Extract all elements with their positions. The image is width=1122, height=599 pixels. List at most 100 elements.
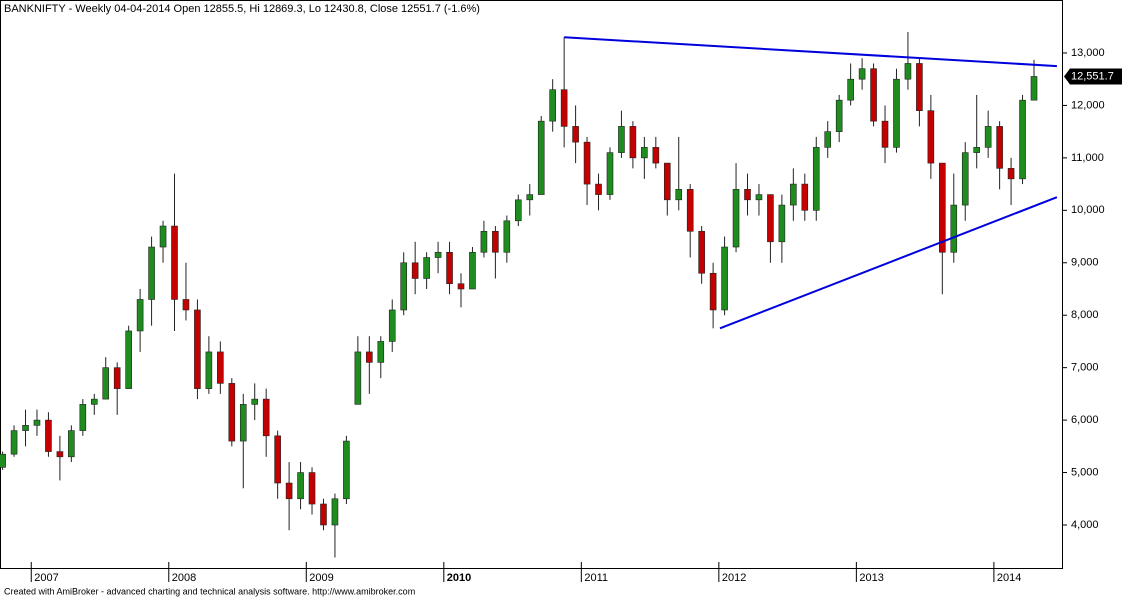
y-tick-label: 9,000 xyxy=(1071,257,1099,269)
candle-body xyxy=(641,147,648,159)
candle-body xyxy=(457,283,465,290)
candle-body xyxy=(239,404,247,442)
candle-body xyxy=(194,309,201,389)
candle-body xyxy=(572,126,579,143)
candle-body xyxy=(698,230,705,274)
candle-body xyxy=(182,299,190,311)
candle-body xyxy=(217,351,224,384)
candle-body xyxy=(45,419,52,452)
candle-body xyxy=(950,204,958,253)
candle-body xyxy=(893,78,900,148)
candle-body xyxy=(388,309,396,342)
y-tick-label: 6,000 xyxy=(1071,414,1099,426)
candle-body xyxy=(732,189,740,248)
x-tick-label: 2007 xyxy=(34,572,58,584)
candle-body xyxy=(0,453,6,468)
candle-body xyxy=(205,351,213,389)
candle-body xyxy=(847,78,854,101)
candle-body xyxy=(262,398,270,437)
candle-body xyxy=(159,225,167,248)
chart-title: BANKNIFTY - Weekly 04-04-2014 Open 12855… xyxy=(4,3,480,15)
candle-body xyxy=(377,341,385,363)
candle-body xyxy=(812,147,820,211)
last-price-box xyxy=(1064,68,1122,85)
candle-body xyxy=(744,189,751,201)
candle-body xyxy=(824,131,832,148)
candle-body xyxy=(148,246,155,300)
y-tick-label: 12,000 xyxy=(1071,99,1105,111)
candle-body xyxy=(251,398,259,405)
candle-body xyxy=(961,152,969,206)
candle-body xyxy=(366,351,373,363)
y-tick-label: 5,000 xyxy=(1071,466,1099,478)
candle-body xyxy=(778,204,786,243)
candle-body xyxy=(663,162,671,201)
candle-body xyxy=(434,251,442,258)
candle-body xyxy=(526,194,534,201)
candle-body xyxy=(767,194,774,243)
candle-body xyxy=(927,110,935,164)
candle-body xyxy=(274,435,281,484)
candle-body xyxy=(629,126,637,159)
candle-body xyxy=(320,503,327,526)
plot-area xyxy=(0,0,1063,569)
candle-body xyxy=(1007,168,1015,180)
y-tick-label: 13,000 xyxy=(1071,47,1105,59)
candle-body xyxy=(755,194,763,201)
candle-body xyxy=(56,451,64,458)
candle-body xyxy=(400,262,408,311)
y-tick-label: 11,000 xyxy=(1071,152,1104,164)
x-tick-label: 2011 xyxy=(584,572,608,584)
candle-body xyxy=(171,225,178,300)
candle-body xyxy=(973,147,981,153)
candle-body xyxy=(790,183,797,206)
y-tick-label: 4,000 xyxy=(1071,519,1099,531)
candle-body xyxy=(916,63,923,111)
candle-body xyxy=(480,230,488,253)
candle-body xyxy=(79,404,87,431)
candle-body xyxy=(835,99,843,132)
candle-body xyxy=(858,68,866,80)
candle-body xyxy=(549,89,556,122)
candle-body xyxy=(308,472,316,505)
candle-body xyxy=(606,152,614,195)
candle-body xyxy=(469,251,476,290)
candle-body xyxy=(22,425,29,431)
candle-body xyxy=(984,126,992,148)
footer: Created with AmiBroker - advanced charti… xyxy=(4,586,415,596)
candle-body xyxy=(492,230,499,253)
candle-body xyxy=(675,189,683,201)
candle-body xyxy=(801,183,809,211)
candle-body xyxy=(90,398,98,405)
candle-body xyxy=(904,63,912,80)
candle-body xyxy=(560,89,568,127)
last-price-label: 12,551.7 xyxy=(1071,70,1114,82)
candle-body xyxy=(583,141,591,185)
candle-body xyxy=(446,251,453,285)
candle-body xyxy=(113,367,121,389)
candle-body xyxy=(618,126,625,153)
candle-body xyxy=(285,482,293,500)
x-tick-label: 2010 xyxy=(447,572,471,584)
x-tick-label: 2014 xyxy=(997,572,1021,584)
candle-body xyxy=(331,498,339,526)
y-tick-label: 8,000 xyxy=(1071,309,1099,321)
candle-body xyxy=(686,189,694,232)
candle-body xyxy=(297,472,304,500)
x-tick-label: 2008 xyxy=(172,572,196,584)
candle-body xyxy=(68,430,75,458)
candle-body xyxy=(503,220,511,253)
candle-body xyxy=(125,330,132,389)
candle-body xyxy=(870,68,877,122)
candle-body xyxy=(939,162,946,253)
candle-body xyxy=(423,257,430,279)
candle-body xyxy=(652,147,660,164)
candle-body xyxy=(514,199,522,222)
candle-body xyxy=(102,367,110,400)
y-tick-label: 7,000 xyxy=(1071,362,1099,374)
candle-body xyxy=(343,440,350,500)
candle-body xyxy=(411,262,419,279)
trendline xyxy=(719,196,1058,330)
